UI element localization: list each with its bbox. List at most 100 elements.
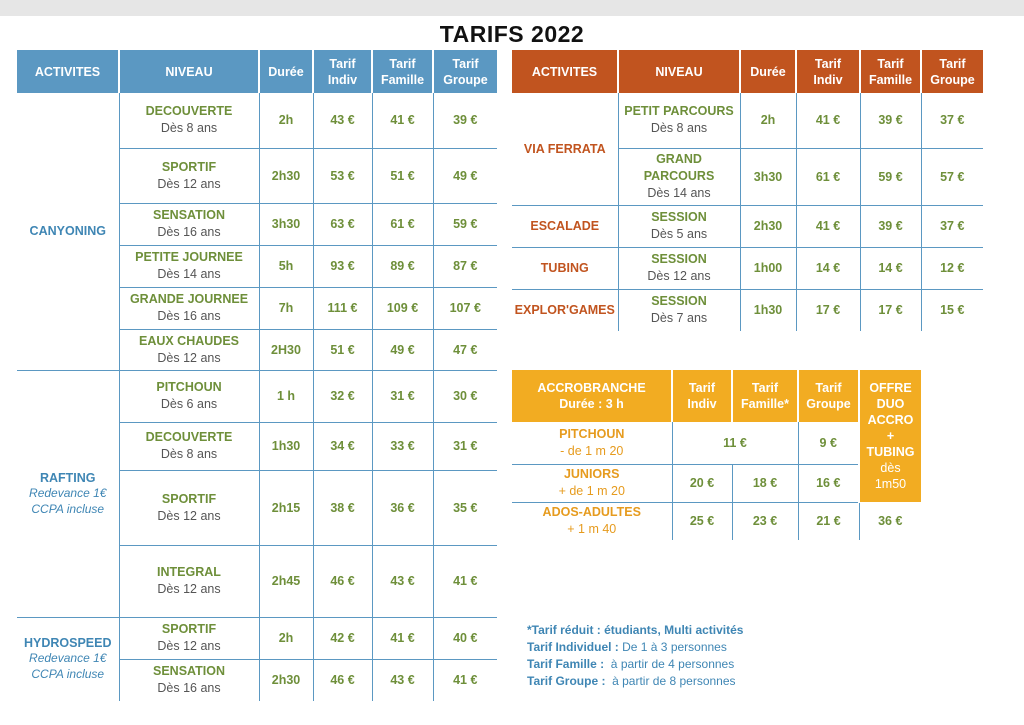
level-age: Dès 14 ans bbox=[647, 186, 711, 200]
activity-via-ferrata: VIA FERRATA bbox=[512, 93, 618, 206]
right-header-row: ACTIVITES NIVEAU Durée Tarif Indiv Tarif… bbox=[512, 50, 983, 93]
header-tarif-famille: Tarif Famille* bbox=[731, 370, 798, 422]
hydrospeed-note-redevance: Redevance 1€ bbox=[29, 651, 107, 666]
price-groupe: 21 € bbox=[797, 502, 859, 540]
price-famille: 39 € bbox=[859, 205, 921, 248]
offre-line: dès bbox=[880, 461, 901, 475]
header-tarif-groupe: Tarif Groupe bbox=[432, 50, 497, 93]
accro-category-name: PITCHOUN bbox=[559, 426, 625, 441]
price-indiv: 41 € bbox=[795, 93, 860, 149]
level-name: SENSATION bbox=[153, 664, 225, 679]
price-famille: 61 € bbox=[371, 203, 433, 246]
price-indiv-famille: 11 € bbox=[671, 422, 798, 465]
price-indiv: 46 € bbox=[312, 659, 372, 701]
header-duree: Durée bbox=[258, 50, 313, 93]
table-row: RAFTING Redevance 1€ CCPA incluse PITCHO… bbox=[17, 370, 497, 618]
accro-category-height: + de 1 m 20 bbox=[558, 484, 625, 498]
header-tarif-indiv-label: Tarif Indiv bbox=[813, 56, 843, 87]
price-indiv: 61 € bbox=[795, 148, 860, 206]
header-tarif-groupe-label: Tarif Groupe bbox=[930, 56, 975, 87]
duration-cell: 2h15 bbox=[258, 470, 313, 546]
price-groupe: 31 € bbox=[432, 422, 497, 471]
level-age: Dès 8 ans bbox=[650, 121, 708, 136]
note-text: De 1 à 3 personnes bbox=[618, 640, 727, 654]
level-age: Dès 16 ans bbox=[157, 225, 221, 239]
duration-cell: 2h30 bbox=[739, 205, 796, 248]
level-age: Dès 12 ans bbox=[647, 269, 711, 283]
price-famille: 23 € bbox=[731, 502, 798, 540]
table-row: PETITE JOURNEE Dès 14 ans 5h 93 € 89 € 87… bbox=[17, 245, 497, 288]
left-price-table: ACTIVITES NIVEAU Durée Tarif Indiv Tarif… bbox=[17, 50, 497, 701]
level-age: Dès 7 ans bbox=[650, 311, 708, 326]
price-famille: 41 € bbox=[371, 617, 433, 660]
table-row: ESCALADE SESSION Dès 5 ans 2h30 41 € 39 €… bbox=[512, 205, 983, 248]
accro-ados-cell: ADOS-ADULTES + 1 m 40 bbox=[512, 502, 672, 540]
price-offre-duo: 36 € bbox=[858, 502, 921, 540]
level-age: Dès 5 ans bbox=[650, 227, 708, 241]
level-name: DECOUVERTE bbox=[145, 104, 233, 119]
price-groupe: 9 € bbox=[797, 422, 859, 465]
level-name: EAUX CHAUDES bbox=[138, 333, 239, 348]
price-groupe: 49 € bbox=[432, 148, 497, 204]
activity-rafting-label: RAFTING bbox=[39, 470, 96, 485]
level-name: GRANDE JOURNEE bbox=[129, 292, 249, 306]
level-cell: PETITE JOURNEE Dès 14 ans bbox=[118, 245, 259, 288]
level-name: SPORTIF bbox=[161, 622, 217, 636]
table-row: SPORTIF Dès 12 ans 2h15 38 € 36 € 35 € bbox=[17, 470, 497, 546]
price-indiv: 111 € bbox=[312, 287, 372, 330]
level-cell: SESSION Dès 7 ans bbox=[617, 289, 740, 331]
offre-line: 1m50 bbox=[874, 477, 907, 491]
price-groupe: 37 € bbox=[920, 93, 983, 149]
header-tarif-indiv: Tarif Indiv bbox=[795, 50, 860, 93]
header-tarif-groupe-label: Tarif Groupe bbox=[443, 56, 488, 87]
note-label: Tarif Famille : bbox=[527, 657, 605, 671]
duration-cell: 2h bbox=[739, 93, 796, 149]
duration-cell: 3h30 bbox=[739, 148, 796, 206]
price-indiv: 53 € bbox=[312, 148, 372, 204]
tarif-notes: *Tarif réduit : étudiants, Multi activit… bbox=[527, 622, 743, 690]
table-row: GRANDE JOURNEE Dès 16 ans 7h 111 € 109 € … bbox=[17, 287, 497, 330]
price-indiv: 17 € bbox=[795, 289, 860, 331]
offre-line: + bbox=[886, 429, 895, 443]
price-famille: 31 € bbox=[371, 370, 433, 423]
level-name: SENSATION bbox=[153, 208, 225, 222]
duration-cell: 1h30 bbox=[739, 289, 796, 331]
table-row: TUBING SESSION Dès 12 ans 1h00 14 € 14 € … bbox=[512, 247, 983, 290]
header-tarif-indiv-label: Tarif Indiv bbox=[327, 56, 358, 87]
accro-header-indiv: Tarif Indiv bbox=[687, 381, 717, 411]
price-famille: 18 € bbox=[731, 464, 798, 503]
price-famille: 39 € bbox=[859, 93, 921, 149]
top-bar bbox=[0, 0, 1024, 16]
price-indiv: 41 € bbox=[795, 205, 860, 248]
left-header-row: ACTIVITES NIVEAU Durée Tarif Indiv Tarif… bbox=[17, 50, 497, 93]
duration-cell: 1h30 bbox=[258, 422, 313, 471]
price-groupe: 59 € bbox=[432, 203, 497, 246]
price-indiv: 34 € bbox=[312, 422, 372, 471]
note-text: à partir de 8 personnes bbox=[605, 674, 736, 688]
price-groupe: 12 € bbox=[920, 247, 983, 290]
duration-cell: 1h00 bbox=[739, 247, 796, 290]
table-row: HYDROSPEED Redevance 1€ CCPA incluse SPO… bbox=[17, 617, 497, 681]
duration-cell: 5h bbox=[258, 245, 313, 288]
activity-canyoning: CANYONING bbox=[17, 93, 119, 371]
table-row: SPORTIF Dès 12 ans 2h30 53 € 51 € 49 € bbox=[17, 148, 497, 204]
note-label: Tarif Groupe : bbox=[527, 674, 606, 688]
price-indiv: 14 € bbox=[795, 247, 860, 290]
page-title: TARIFS 2022 bbox=[439, 21, 585, 47]
price-indiv: 32 € bbox=[312, 370, 372, 423]
header-activites: ACTIVITES bbox=[512, 50, 618, 93]
price-famille: 14 € bbox=[859, 247, 921, 290]
duration-cell: 2h30 bbox=[258, 148, 313, 204]
level-name: PITCHOUN bbox=[156, 380, 222, 394]
offre-line: TUBING bbox=[866, 445, 915, 459]
accro-category-name: JUNIORS bbox=[563, 467, 620, 481]
table-row: EXPLOR'GAMES SESSION Dès 7 ans 1h30 17 € … bbox=[512, 289, 983, 331]
table-row: PITCHOUN - de 1 m 20 11 € 9 € bbox=[512, 422, 921, 465]
price-groupe: 39 € bbox=[432, 93, 497, 149]
hydrospeed-note-ccpa: CCPA incluse bbox=[31, 667, 105, 682]
table-row: EAUX CHAUDES Dès 12 ans 2H30 51 € 49 € 47… bbox=[17, 329, 497, 371]
offre-line: OFFRE bbox=[869, 381, 912, 395]
duration-cell: 2h30 bbox=[258, 659, 313, 701]
price-groupe: 107 € bbox=[432, 287, 497, 330]
level-cell: SESSION Dès 5 ans bbox=[617, 205, 740, 248]
